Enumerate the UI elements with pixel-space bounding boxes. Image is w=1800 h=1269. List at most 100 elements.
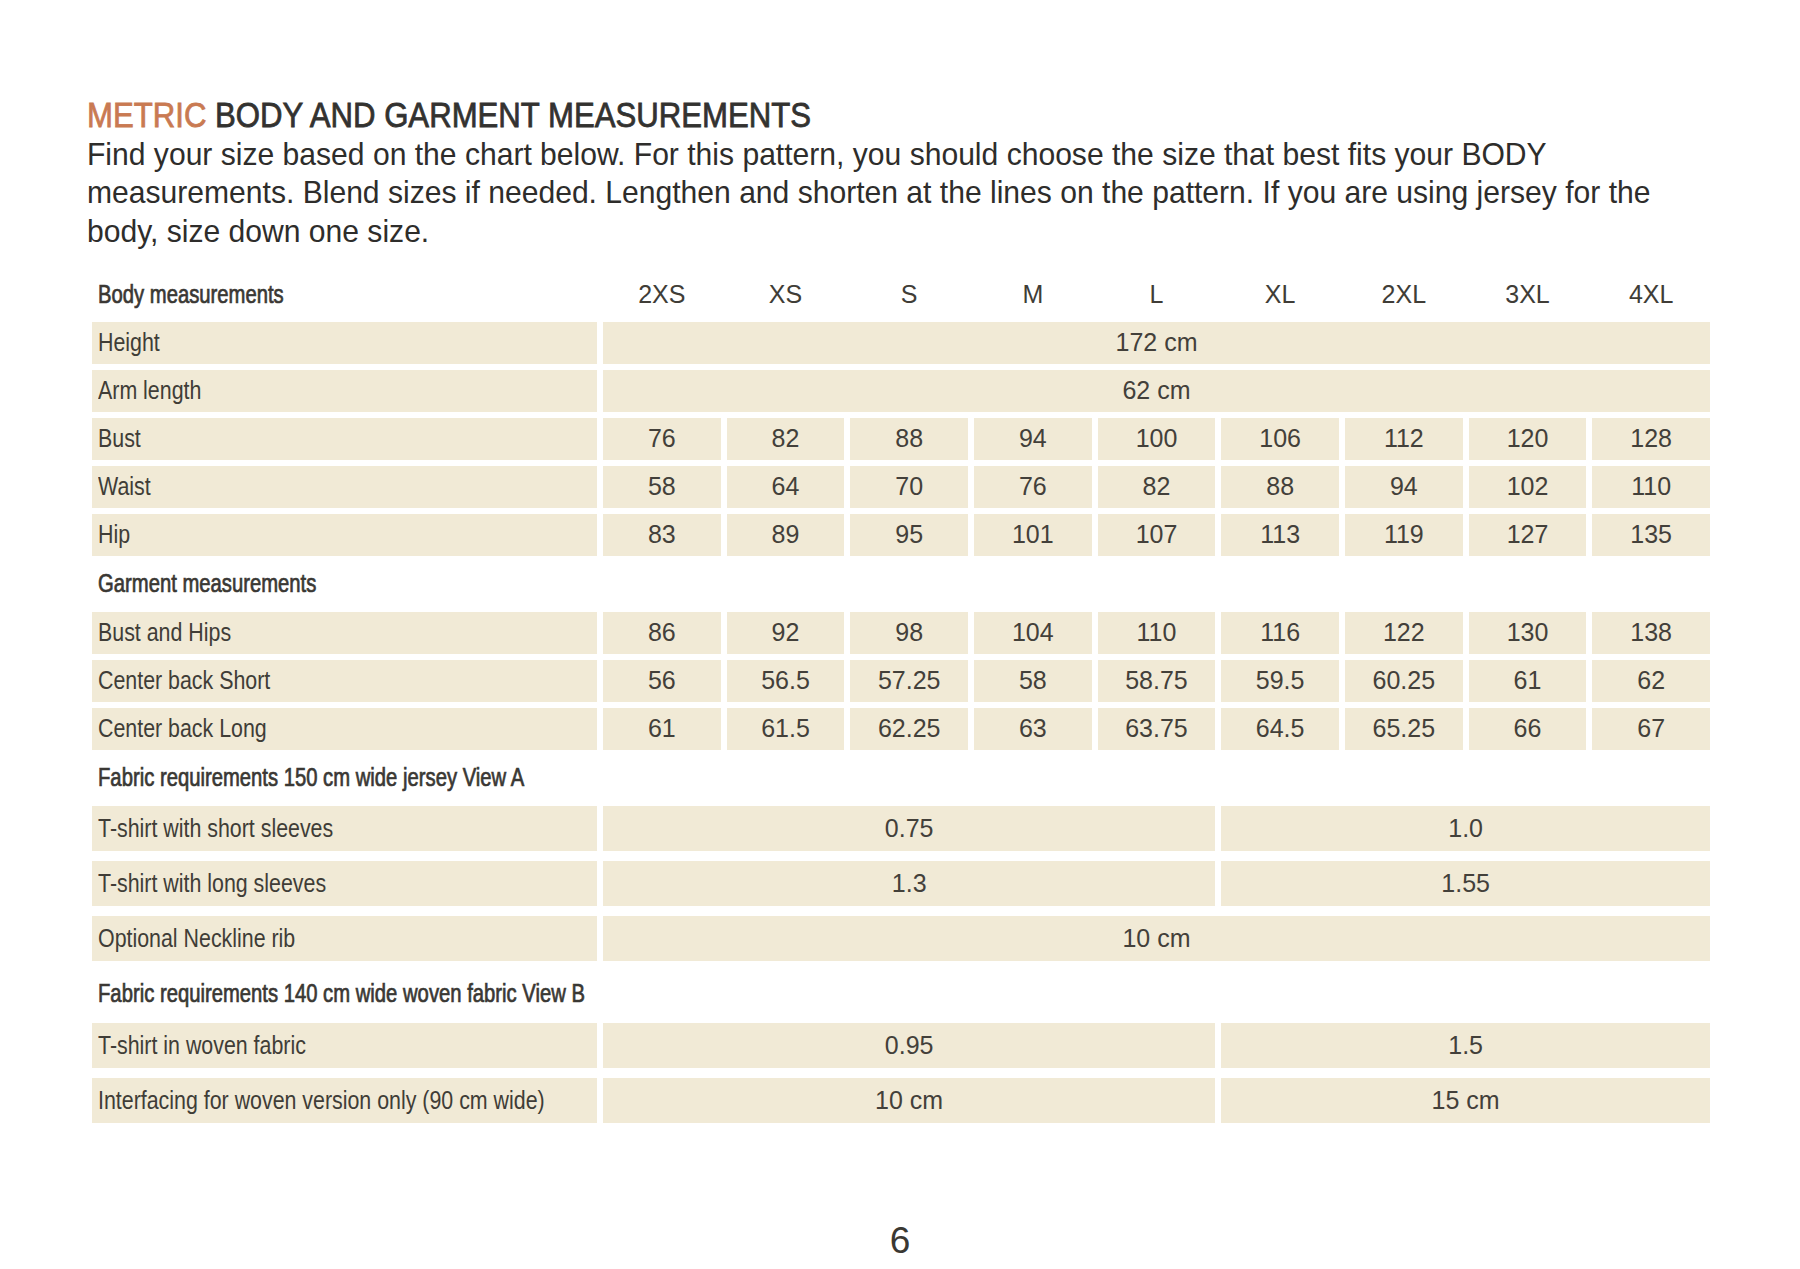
table-row: T-shirt with long sleeves 1.31.55 xyxy=(92,861,1710,906)
value-cell: 128 xyxy=(1592,418,1710,460)
value-cell: 57.25 xyxy=(850,660,968,702)
intro-line: measurements. Blend sizes if needed. Len… xyxy=(87,173,1615,211)
value-cell: 106 xyxy=(1221,418,1339,460)
value-cell: 59.5 xyxy=(1221,660,1339,702)
value-cell: 110 xyxy=(1592,466,1710,508)
value-cell: 61.5 xyxy=(727,708,845,750)
table-row: Optional Neckline rib10 cm xyxy=(92,916,1710,961)
size-column-header: M xyxy=(974,274,1092,316)
value-cell: 86 xyxy=(603,612,721,654)
value-cell: 88 xyxy=(1221,466,1339,508)
row-label: T-shirt with long sleeves xyxy=(92,861,597,906)
value-cell: 58 xyxy=(603,466,721,508)
table-header-row: Body measurements 2XSXSSMLXL2XL3XL4XL xyxy=(92,274,1710,316)
size-column-header: 2XS xyxy=(603,274,721,316)
value-cell: 94 xyxy=(1345,466,1463,508)
value-cell: 83 xyxy=(603,514,721,556)
section-header-text: Fabric requirements 140 cm wide woven fa… xyxy=(98,979,585,1008)
row-label: T-shirt in woven fabric xyxy=(92,1023,597,1068)
merged-value-cell-left: 0.95 xyxy=(603,1023,1215,1068)
value-cell: 122 xyxy=(1345,612,1463,654)
intro-line: Find your size based on the chart below.… xyxy=(87,135,1615,173)
document-page: METRIC BODY AND GARMENT MEASUREMENTS Fin… xyxy=(0,95,1800,1123)
value-cell: 98 xyxy=(850,612,968,654)
value-cell: 63 xyxy=(974,708,1092,750)
table-row: Waist58647076828894102110 xyxy=(92,466,1710,508)
table-row: T-shirt in woven fabric0.951.5 xyxy=(92,1023,1710,1068)
title-highlight: METRIC xyxy=(87,95,206,134)
value-cell: 58.75 xyxy=(1098,660,1216,702)
value-cell: 76 xyxy=(603,418,721,460)
size-column-header: 3XL xyxy=(1469,274,1587,316)
value-cell: 65.25 xyxy=(1345,708,1463,750)
row-label: Bust and Hips xyxy=(92,612,597,654)
merged-value-cell-left: 10 cm xyxy=(603,1078,1215,1123)
row-label-text: Hip xyxy=(98,520,130,549)
value-cell: 120 xyxy=(1469,418,1587,460)
row-label: Bust xyxy=(92,418,597,460)
table-row: Center back Short5656.557.255858.7559.56… xyxy=(92,660,1710,702)
size-column-header: 2XL xyxy=(1345,274,1463,316)
value-cell: 130 xyxy=(1469,612,1587,654)
value-cell: 82 xyxy=(727,418,845,460)
value-cell: 60.25 xyxy=(1345,660,1463,702)
row-label-text: Height xyxy=(98,328,160,357)
value-cell: 101 xyxy=(974,514,1092,556)
merged-value-cell-right: 1.5 xyxy=(1221,1023,1710,1068)
row-label: Waist xyxy=(92,466,597,508)
value-cell: 95 xyxy=(850,514,968,556)
value-cell: 67 xyxy=(1592,708,1710,750)
merged-value-cell: 62 cm xyxy=(603,370,1710,412)
value-cell: 64.5 xyxy=(1221,708,1339,750)
value-cell: 66 xyxy=(1469,708,1587,750)
row-label-text: Bust and Hips xyxy=(98,618,231,647)
size-column-header: XS xyxy=(727,274,845,316)
value-cell: 119 xyxy=(1345,514,1463,556)
size-column-header: XL xyxy=(1221,274,1339,316)
value-cell: 76 xyxy=(974,466,1092,508)
value-cell: 100 xyxy=(1098,418,1216,460)
section-header: Fabric requirements 150 cm wide jersey V… xyxy=(92,756,1710,800)
value-cell: 102 xyxy=(1469,466,1587,508)
intro-line: body, size down one size. xyxy=(87,212,1615,250)
table-header-label: Body measurements xyxy=(92,274,597,316)
row-label-text: T-shirt with long sleeves xyxy=(98,869,326,898)
merged-value-cell: 172 cm xyxy=(603,322,1710,364)
section-header-text: Fabric requirements 150 cm wide jersey V… xyxy=(98,763,524,792)
value-cell: 62.25 xyxy=(850,708,968,750)
value-cell: 107 xyxy=(1098,514,1216,556)
value-cell: 112 xyxy=(1345,418,1463,460)
size-column-header: L xyxy=(1098,274,1216,316)
row-label: Height xyxy=(92,322,597,364)
table-row: Height 172 cm xyxy=(92,322,1710,364)
row-label-text: Interfacing for woven version only (90 c… xyxy=(98,1086,545,1115)
merged-value-cell-left: 0.75 xyxy=(603,806,1215,851)
row-label-text: Bust xyxy=(98,424,141,453)
row-label: Hip xyxy=(92,514,597,556)
table-row: Bust76828894100106112120128 xyxy=(92,418,1710,460)
size-column-header: 4XL xyxy=(1592,274,1710,316)
row-label: Center back Long xyxy=(92,708,597,750)
intro-paragraph: Find your size based on the chart below.… xyxy=(87,135,1713,250)
size-column-header: S xyxy=(850,274,968,316)
title-rest: BODY AND GARMENT MEASUREMENTS xyxy=(215,95,811,134)
value-cell: 113 xyxy=(1221,514,1339,556)
row-label: Interfacing for woven version only (90 c… xyxy=(92,1078,597,1123)
merged-value-cell-right: 1.55 xyxy=(1221,861,1710,906)
merged-value-cell-right: 1.0 xyxy=(1221,806,1710,851)
value-cell: 56.5 xyxy=(727,660,845,702)
section-header: Fabric requirements 140 cm wide woven fa… xyxy=(92,971,1710,1017)
value-cell: 61 xyxy=(1469,660,1587,702)
value-cell: 63.75 xyxy=(1098,708,1216,750)
merged-value-cell-right: 15 cm xyxy=(1221,1078,1710,1123)
row-label: Center back Short xyxy=(92,660,597,702)
value-cell: 89 xyxy=(727,514,845,556)
section-header-text: Garment measurements xyxy=(98,569,316,598)
value-cell: 135 xyxy=(1592,514,1710,556)
value-cell: 110 xyxy=(1098,612,1216,654)
table-header-label-text: Body measurements xyxy=(98,280,284,309)
value-cell: 92 xyxy=(727,612,845,654)
row-label: Optional Neckline rib xyxy=(92,916,597,961)
row-label-text: Optional Neckline rib xyxy=(98,924,295,953)
merged-value-cell-left: 1.3 xyxy=(603,861,1215,906)
